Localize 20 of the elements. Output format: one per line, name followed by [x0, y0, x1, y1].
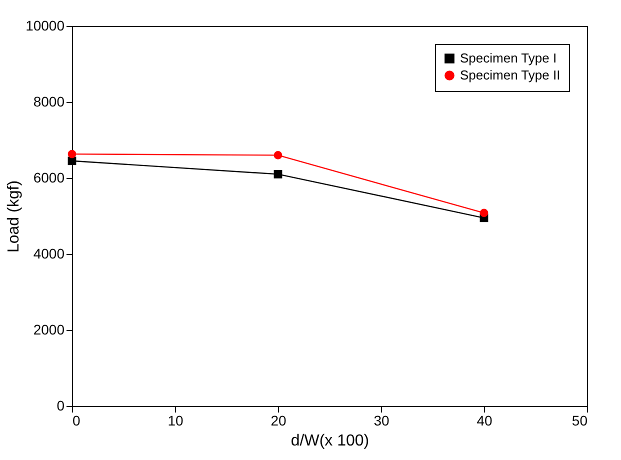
y-tick-label: 2000 — [33, 322, 65, 338]
x-tick-label: 40 — [476, 412, 492, 428]
y-tick-label: 6000 — [33, 170, 65, 186]
point — [480, 208, 488, 218]
point — [274, 170, 282, 178]
point — [68, 150, 76, 158]
x-tick-label: 10 — [168, 412, 184, 428]
y-tick-label: 10000 — [26, 18, 65, 34]
legend-label: Specimen Type II — [460, 68, 560, 82]
x-tick-label: 0 — [72, 412, 80, 428]
x-tick-label: 20 — [270, 412, 286, 428]
y-axis-title: Load (kgf) — [6, 180, 23, 253]
x-tick-label: 50 — [572, 412, 588, 428]
legend-label: Specimen Type I — [460, 50, 557, 66]
y-tick-label: 0 — [56, 398, 65, 414]
y-tick-label: 8000 — [33, 94, 65, 110]
point — [274, 151, 282, 160]
x-tick-label: 30 — [374, 412, 390, 428]
x-axis-title: d/W(x 100) — [290, 432, 370, 450]
y-tick-label: 4000 — [33, 246, 65, 262]
